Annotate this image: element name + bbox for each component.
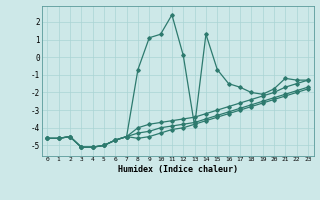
X-axis label: Humidex (Indice chaleur): Humidex (Indice chaleur) [118, 165, 237, 174]
